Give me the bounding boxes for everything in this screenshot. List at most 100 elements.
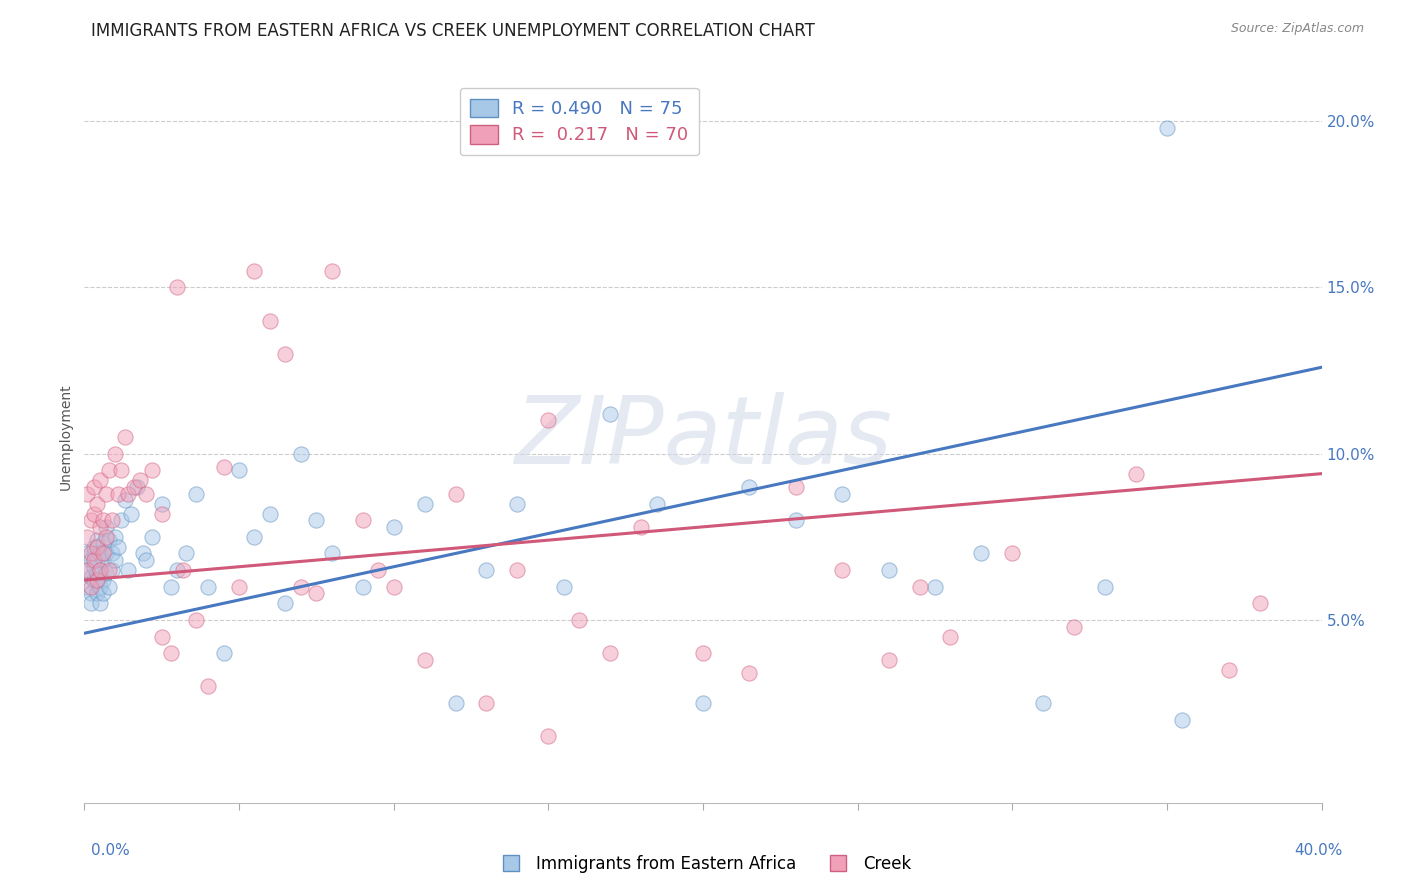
Point [352,580,374,594]
Point [101,563,124,577]
Point [86,573,108,587]
Point [94,566,117,581]
Point [150,507,173,521]
Point [150,497,173,511]
Point [568,613,591,627]
Point [166,563,188,577]
Point [475,696,498,710]
Point [83,480,105,494]
Point [692,646,714,660]
Point [104,553,127,567]
Point [290,580,312,594]
Point [228,463,250,477]
Point [184,613,207,627]
Point [352,513,374,527]
Point [76,563,98,577]
Point [321,546,343,560]
Point [107,540,129,554]
Point [76,486,98,500]
Point [290,447,312,461]
Point [83,540,105,554]
Point [599,646,621,660]
Point [89,520,111,534]
Point [1032,696,1054,710]
Point [117,486,139,500]
Point [110,463,132,477]
Point [89,580,111,594]
Point [86,586,108,600]
Point [83,553,105,567]
Point [197,580,219,594]
Point [785,480,807,494]
Text: IMMIGRANTS FROM EASTERN AFRICA VS CREEK UNEMPLOYMENT CORRELATION CHART: IMMIGRANTS FROM EASTERN AFRICA VS CREEK … [91,22,815,40]
Point [98,463,121,477]
Point [1156,120,1178,135]
Point [94,546,117,560]
Point [91,546,114,560]
Point [135,486,157,500]
Point [104,447,127,461]
Point [91,573,114,587]
Text: 40.0%: 40.0% [1295,843,1343,858]
Point [79,513,101,527]
Point [141,463,163,477]
Point [79,580,101,594]
Point [76,563,98,577]
Point [89,596,111,610]
Point [122,480,145,494]
Point [120,507,142,521]
Point [259,507,281,521]
Point [1125,467,1147,481]
Point [274,596,297,610]
Point [86,497,108,511]
Point [537,729,560,743]
Point [197,680,219,694]
Point [382,580,405,594]
Point [125,480,148,494]
Point [89,546,111,560]
Point [924,580,946,594]
Point [166,280,188,294]
Point [141,530,163,544]
Point [129,473,152,487]
Point [738,480,761,494]
Point [243,530,266,544]
Point [321,264,343,278]
Point [86,540,108,554]
Point [413,653,436,667]
Text: ZIPatlas: ZIPatlas [515,392,891,483]
Point [160,580,183,594]
Point [114,430,136,444]
Point [76,546,98,560]
Point [599,407,621,421]
Point [94,530,117,544]
Point [83,507,105,521]
Point [83,546,105,560]
Point [89,473,111,487]
Point [228,580,250,594]
Text: Source: ZipAtlas.com: Source: ZipAtlas.com [1230,22,1364,36]
Point [83,573,105,587]
Point [738,666,761,681]
Point [1001,546,1024,560]
Point [367,563,389,577]
Point [79,570,101,584]
Point [117,563,139,577]
Point [444,486,467,500]
Text: 0.0%: 0.0% [91,843,131,858]
Point [305,513,328,527]
Point [259,314,281,328]
Point [110,513,132,527]
Legend: Immigrants from Eastern Africa, Creek: Immigrants from Eastern Africa, Creek [488,848,918,880]
Point [645,497,668,511]
Point [101,513,124,527]
Point [1249,596,1271,610]
Point [1218,663,1240,677]
Point [506,497,529,511]
Point [135,553,157,567]
Point [1063,619,1085,633]
Point [413,497,436,511]
Point [86,566,108,581]
Point [79,586,101,600]
Point [305,586,328,600]
